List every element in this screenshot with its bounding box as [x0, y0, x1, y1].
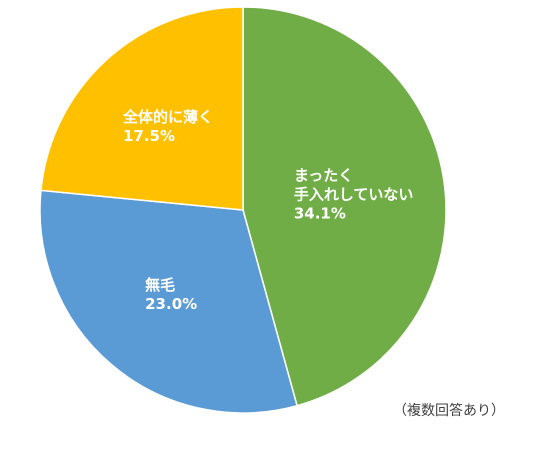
category-label: 無毛	[145, 276, 176, 295]
value-label: 23.0%	[145, 295, 198, 314]
value-label: 34.1%	[293, 204, 346, 223]
annotation: （複数回答あり）	[393, 403, 505, 419]
value-label: 17.5%	[122, 127, 175, 146]
pie-slice	[40, 6, 244, 211]
slice-label: まったく 手入れしていない 34.1%	[294, 166, 414, 223]
pie-slice	[39, 189, 298, 414]
pie-slice	[242, 6, 447, 407]
category-label: まったく 手入れしていない	[293, 166, 414, 204]
slice-label: 無毛 23.0%	[145, 276, 197, 314]
slice-label: 全体的に薄く 17.5%	[123, 108, 213, 146]
category-label: 全体的に薄く	[122, 108, 213, 127]
